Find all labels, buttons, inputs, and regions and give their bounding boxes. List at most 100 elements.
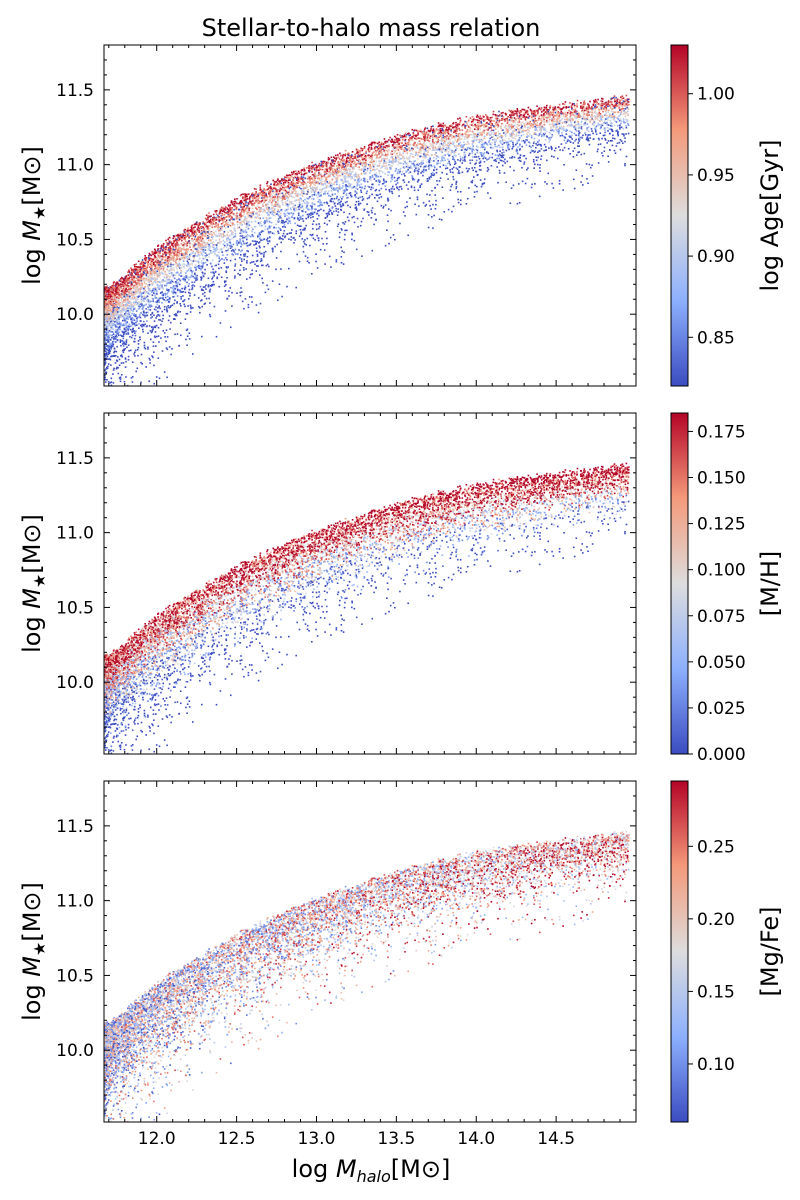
data-point (538, 107, 541, 109)
data-point (435, 203, 437, 206)
data-point (418, 205, 420, 207)
data-point (113, 317, 115, 319)
data-point (231, 233, 233, 235)
data-point (229, 208, 231, 211)
data-point (516, 108, 519, 110)
data-point (224, 226, 226, 229)
data-point (236, 292, 238, 294)
data-point (135, 298, 137, 301)
data-point (543, 129, 545, 131)
data-point (569, 102, 571, 104)
data-point (492, 120, 495, 122)
data-point (432, 147, 434, 149)
data-point (474, 136, 477, 138)
data-point (283, 230, 286, 232)
data-point (168, 258, 170, 260)
data-point (620, 99, 623, 101)
data-point (362, 177, 365, 180)
data-point (109, 288, 112, 290)
data-point (337, 156, 340, 158)
data-point (598, 138, 600, 141)
data-point (389, 161, 391, 163)
data-point (422, 162, 424, 164)
data-point (359, 202, 362, 205)
data-point (295, 230, 298, 232)
data-point (378, 157, 380, 159)
data-point (376, 156, 378, 159)
data-point (157, 249, 159, 252)
data-point (551, 182, 553, 185)
data-point (497, 115, 500, 117)
data-point (186, 313, 189, 315)
data-point (164, 292, 166, 295)
data-point (266, 219, 268, 222)
data-point (137, 268, 139, 270)
data-point (430, 208, 432, 210)
data-point (311, 171, 313, 173)
data-point (496, 124, 499, 127)
data-point (503, 142, 505, 144)
data-point (599, 113, 602, 115)
data-point (293, 207, 296, 209)
data-point (329, 210, 332, 212)
data-point (453, 152, 455, 154)
data-point (335, 187, 338, 189)
data-point (467, 125, 470, 127)
data-point (207, 239, 210, 242)
data-point (351, 170, 354, 173)
data-point (518, 183, 520, 185)
data-point (430, 128, 432, 130)
data-point (538, 143, 540, 146)
data-point (145, 295, 147, 298)
data-point (199, 265, 202, 267)
data-point (599, 132, 601, 134)
data-point (137, 316, 139, 319)
data-point (465, 116, 468, 118)
data-point (179, 267, 181, 269)
data-point (220, 217, 222, 219)
data-point (116, 391, 118, 393)
data-point (219, 210, 222, 212)
data-point (135, 263, 137, 265)
data-point (241, 300, 244, 303)
data-point (427, 158, 430, 161)
data-point (396, 187, 399, 190)
data-point (104, 296, 106, 299)
data-point (119, 296, 122, 298)
data-point (145, 311, 147, 314)
data-point (113, 302, 115, 304)
data-point (309, 244, 311, 247)
data-point (358, 155, 360, 158)
data-point (266, 181, 269, 183)
data-point (509, 114, 511, 116)
data-point (280, 241, 282, 244)
data-point (116, 299, 119, 301)
data-point (334, 172, 337, 174)
data-point (415, 144, 418, 147)
data-point (254, 197, 256, 199)
data-point (275, 227, 277, 229)
data-point (106, 325, 108, 327)
data-point (104, 350, 106, 352)
data-point (334, 181, 336, 183)
data-point (511, 155, 514, 158)
data-point (533, 133, 535, 135)
data-point (416, 146, 419, 149)
data-point (287, 197, 289, 199)
data-point (142, 292, 145, 294)
data-point (119, 380, 122, 383)
data-point (451, 142, 453, 145)
data-point (393, 141, 395, 143)
data-point (116, 317, 119, 319)
data-point (226, 215, 229, 218)
data-point (173, 295, 176, 298)
data-point (191, 272, 193, 275)
data-point (277, 221, 280, 223)
data-point (418, 147, 420, 150)
data-point (210, 252, 212, 254)
data-point (450, 131, 453, 133)
data-point (486, 116, 489, 119)
data-point (148, 263, 150, 265)
data-point (134, 265, 136, 268)
data-point (341, 157, 344, 160)
